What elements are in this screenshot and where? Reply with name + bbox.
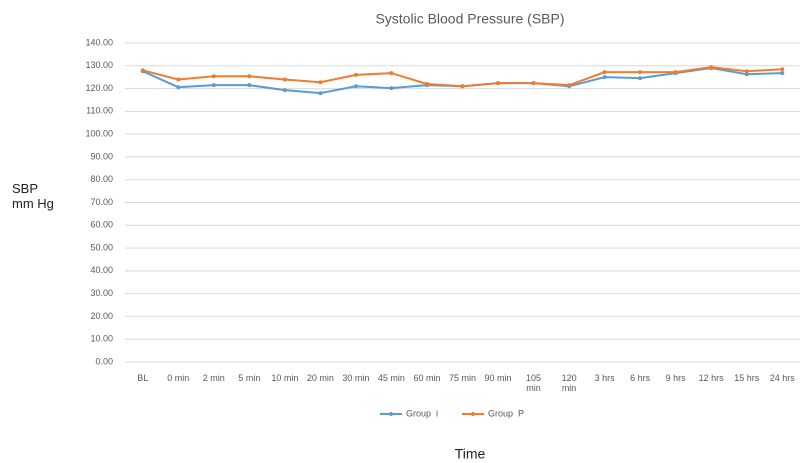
y-axis-title: SBP mm Hg bbox=[12, 181, 54, 211]
y-tick-label: 70.00 bbox=[90, 197, 113, 207]
x-tick-label: 105 min bbox=[526, 373, 542, 394]
data-point bbox=[282, 88, 287, 93]
legend-marker bbox=[471, 412, 475, 416]
data-point bbox=[496, 81, 501, 86]
x-tick-label: 30 min bbox=[342, 373, 370, 383]
x-tick-label: 20 min bbox=[306, 373, 334, 383]
x-tick-label: 9 hrs bbox=[665, 373, 686, 383]
data-point bbox=[247, 83, 252, 88]
y-tick-label: 130.00 bbox=[85, 60, 113, 70]
x-tick-label: 60 min bbox=[413, 373, 441, 383]
legend-marker bbox=[389, 412, 393, 416]
x-tick-label: 45 min bbox=[377, 373, 405, 383]
y-tick-label: 120.00 bbox=[85, 83, 113, 93]
x-tick-label: 15 hrs bbox=[734, 373, 760, 383]
data-point bbox=[531, 81, 536, 86]
x-axis-title: Time bbox=[455, 446, 486, 462]
data-point bbox=[602, 75, 607, 80]
data-point bbox=[176, 77, 181, 82]
data-point bbox=[567, 83, 572, 88]
x-tick-label: 6 hrs bbox=[630, 373, 651, 383]
x-tick-label: 24 hrs bbox=[769, 373, 795, 383]
data-point bbox=[638, 76, 643, 81]
data-point bbox=[744, 72, 749, 77]
data-point bbox=[353, 72, 358, 77]
data-point bbox=[673, 70, 678, 75]
x-tick-label: 12 hrs bbox=[698, 373, 724, 383]
data-point bbox=[140, 68, 145, 73]
data-point bbox=[247, 74, 252, 79]
data-point bbox=[318, 91, 323, 96]
data-point bbox=[282, 77, 287, 82]
y-tick-label: 50.00 bbox=[90, 242, 113, 252]
data-point bbox=[211, 74, 216, 79]
x-tick-label: 120 min bbox=[561, 373, 577, 394]
x-tick-label: 5 min bbox=[238, 373, 261, 383]
x-tick-label: BL bbox=[137, 373, 149, 383]
data-point bbox=[602, 70, 607, 75]
x-tick-label: 0 min bbox=[167, 373, 190, 383]
data-point bbox=[780, 71, 785, 76]
x-tick-label: 3 hrs bbox=[594, 373, 615, 383]
data-point bbox=[780, 67, 785, 72]
data-point bbox=[353, 84, 358, 89]
x-tick-label: 75 min bbox=[448, 373, 476, 383]
x-tick-label: 2 min bbox=[202, 373, 225, 383]
series-line bbox=[142, 67, 783, 95]
y-tick-label: 10.00 bbox=[90, 334, 113, 344]
data-point bbox=[744, 69, 749, 74]
legend-label: Group i bbox=[406, 408, 438, 418]
y-tick-label: 100.00 bbox=[85, 129, 113, 139]
y-tick-label: 90.00 bbox=[90, 151, 113, 161]
y-tick-label: 20.00 bbox=[90, 311, 113, 321]
y-tick-label: 0.00 bbox=[95, 356, 113, 366]
y-tick-label: 30.00 bbox=[90, 288, 113, 298]
y-tick-label: 140.00 bbox=[85, 37, 113, 47]
y-tick-label: 40.00 bbox=[90, 265, 113, 275]
data-point bbox=[460, 84, 465, 89]
data-point bbox=[424, 82, 429, 87]
x-tick-label: 90 min bbox=[484, 373, 512, 383]
x-tick-label: 10 min bbox=[271, 373, 299, 383]
data-point bbox=[389, 86, 394, 91]
data-point bbox=[176, 85, 181, 90]
data-point bbox=[211, 83, 216, 88]
y-tick-label: 80.00 bbox=[90, 174, 113, 184]
data-point bbox=[638, 70, 643, 75]
chart-title: Systolic Blood Pressure (SBP) bbox=[375, 11, 564, 27]
data-point bbox=[389, 71, 394, 76]
y-tick-label: 110.00 bbox=[86, 106, 113, 116]
legend-label: Group P bbox=[488, 408, 524, 418]
data-point bbox=[318, 80, 323, 85]
data-point bbox=[709, 65, 714, 70]
series-line bbox=[142, 66, 783, 88]
y-tick-label: 60.00 bbox=[90, 220, 113, 230]
